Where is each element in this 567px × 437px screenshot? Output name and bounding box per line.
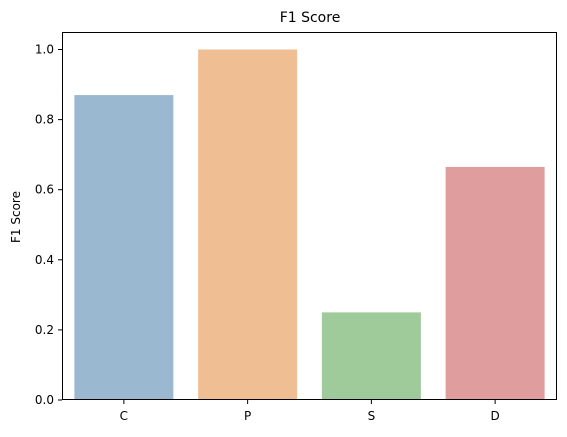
y-axis-ticks: 0.0 0.2 0.4 0.6 0.8 1.0 [35,43,62,407]
y-tick-label: 0.2 [35,323,54,337]
y-axis-label: F1 Score [9,191,23,243]
x-tick-label: C [120,409,128,423]
bar-group [74,49,545,401]
y-tick-label: 1.0 [35,43,54,57]
y-tick-label: 0.8 [35,113,54,127]
x-tick-label: P [244,409,251,423]
x-tick-label: S [368,409,376,423]
chart-title: F1 Score [280,10,341,26]
bar-d [445,166,545,400]
bar-s [321,312,421,400]
y-tick-label: 0.0 [35,393,54,407]
bar-p [198,49,298,401]
plot-frame [62,32,557,400]
x-tick-label: D [491,409,500,423]
y-tick-label: 0.4 [35,253,54,267]
y-tick-label: 0.6 [35,183,54,197]
bar-c [74,95,174,400]
